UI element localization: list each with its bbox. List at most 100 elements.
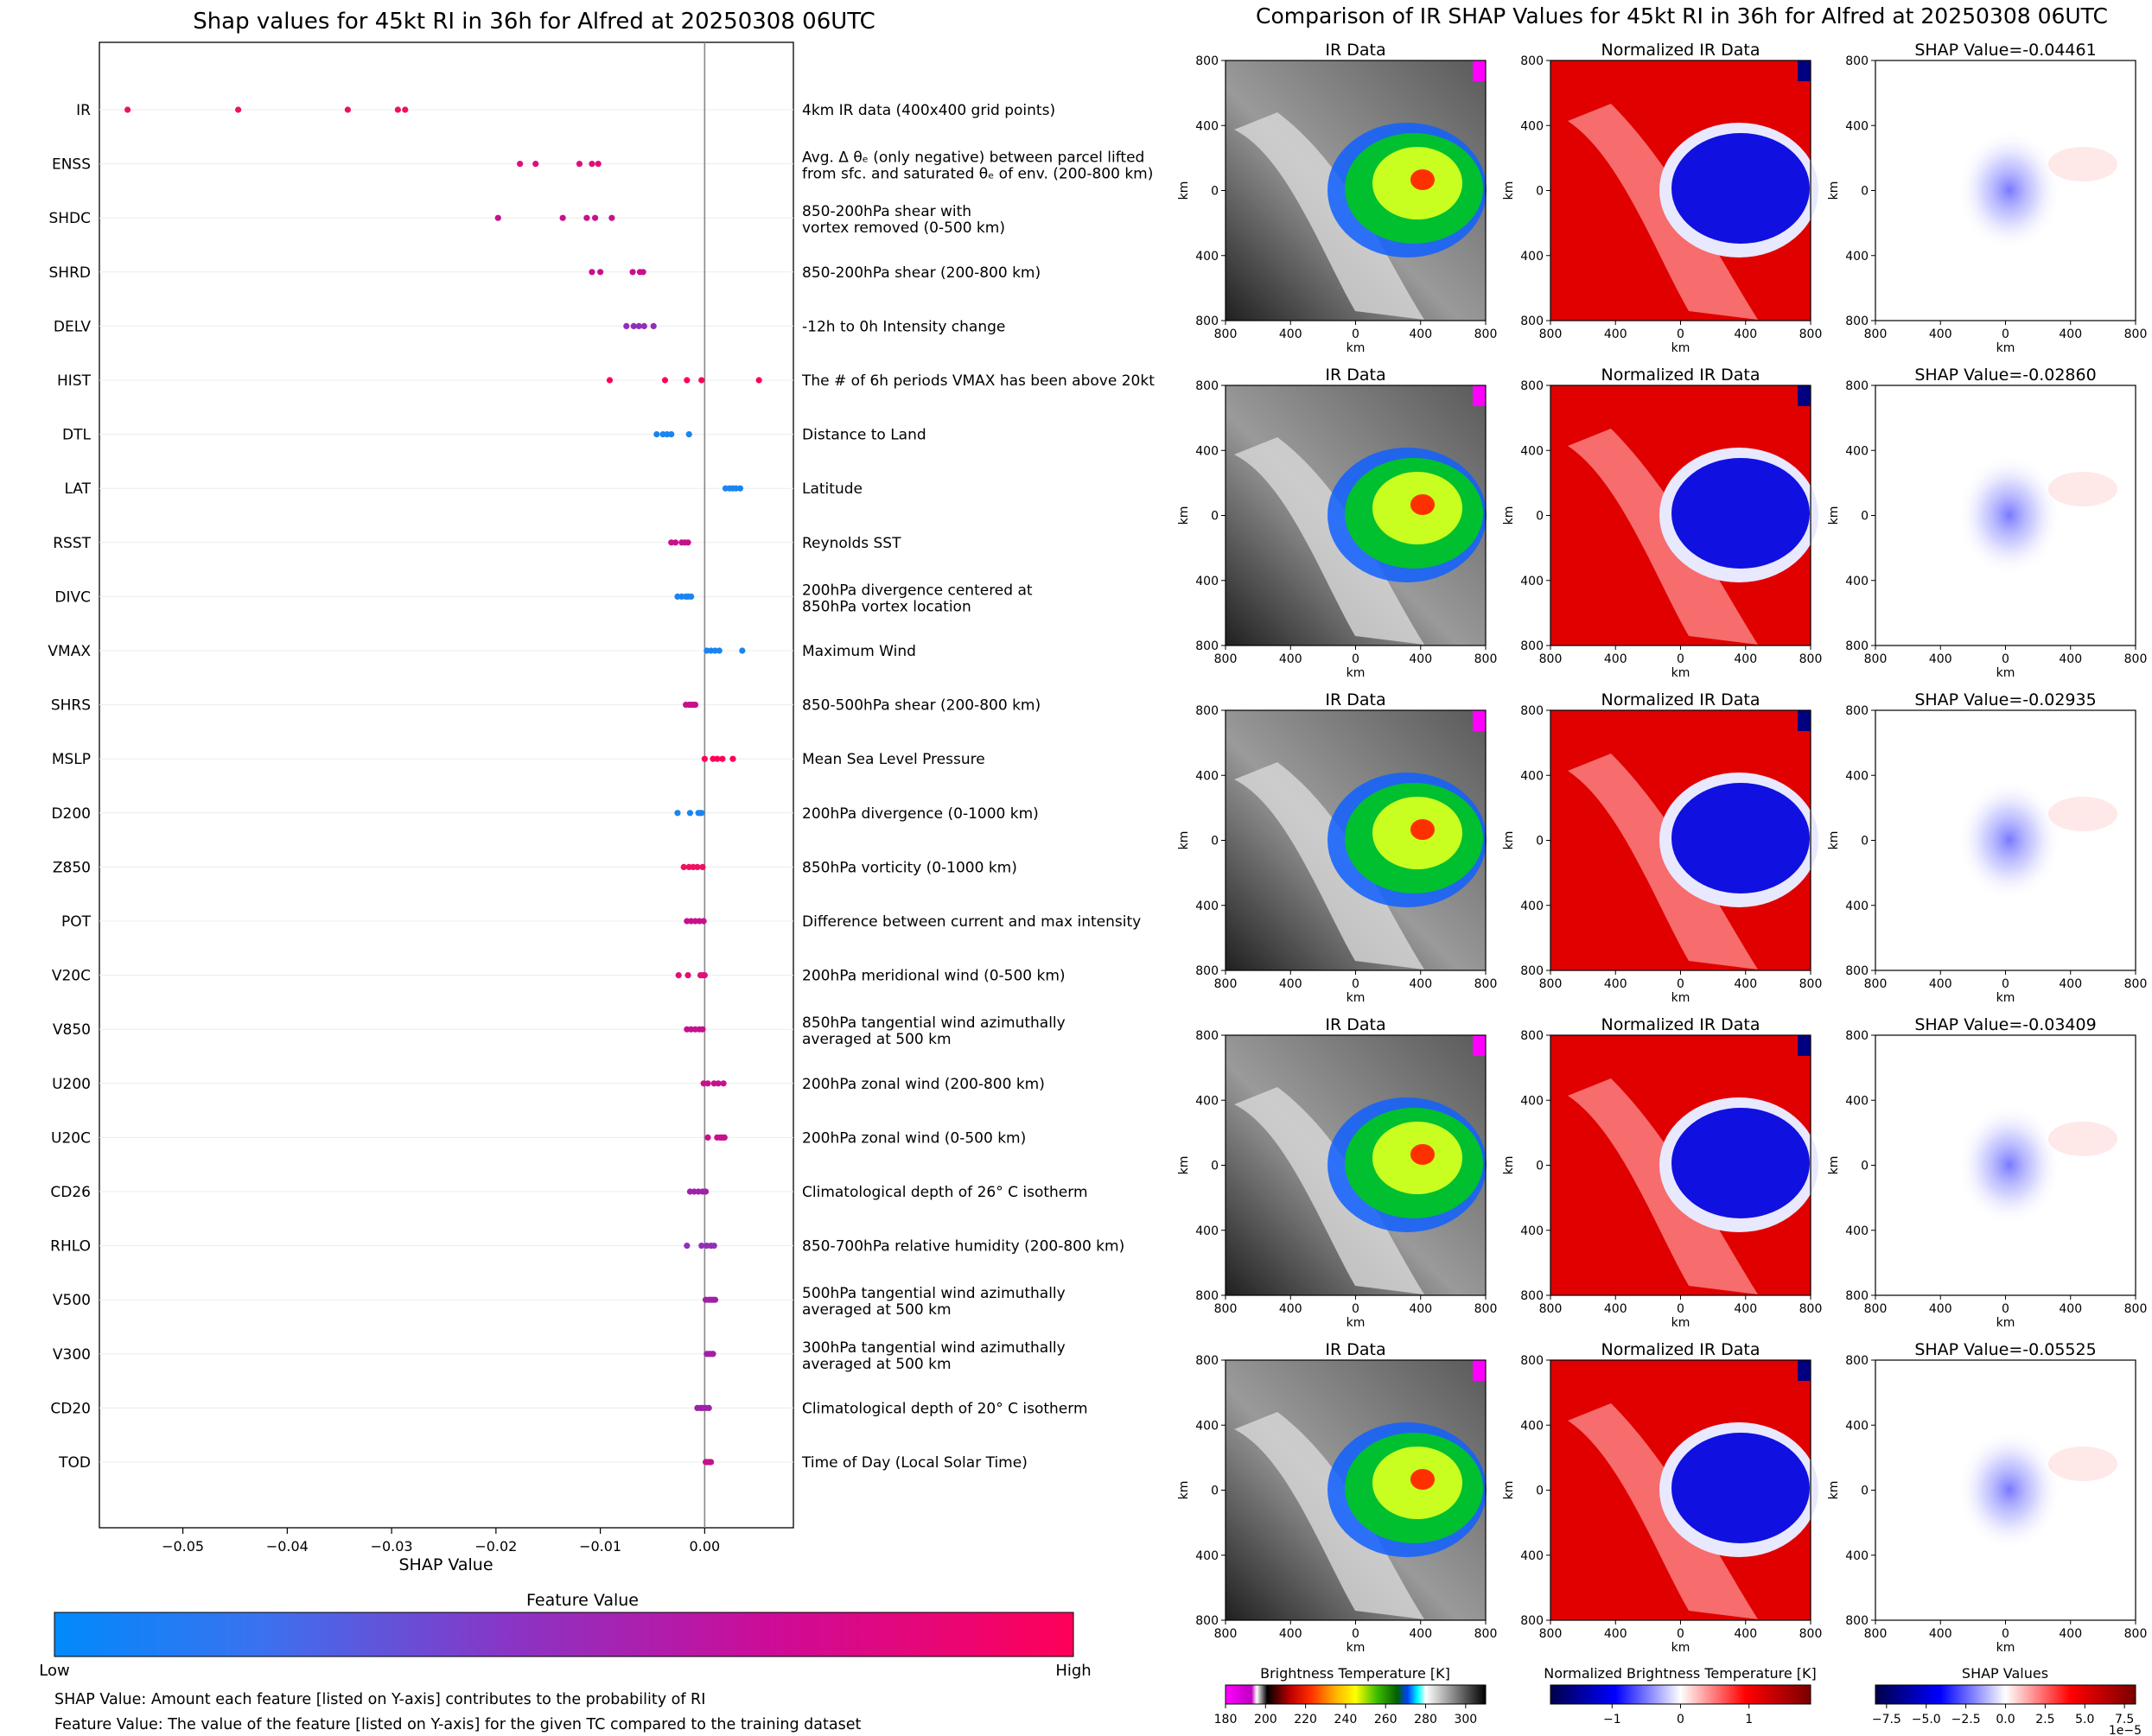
panel-y-axis-label: km: [1827, 1481, 1841, 1500]
panel-x-tick-label: 400: [1604, 1627, 1627, 1641]
shap-point-mslp: [701, 755, 708, 762]
panel-y-tick-label: 0: [1861, 185, 1869, 199]
ir-core-red: [1410, 1144, 1435, 1165]
feature-description: 4km IR data (400x400 grid points): [802, 102, 1055, 119]
shap-point-rsst: [672, 539, 679, 546]
panel-y-tick-label: 800: [1195, 1614, 1219, 1628]
panel-x-tick-label: 400: [1409, 1302, 1432, 1316]
panel-x-tick-label: 800: [1474, 327, 1498, 341]
shap-point-z850: [694, 863, 701, 871]
panel-y-tick-label: 0: [1536, 1485, 1544, 1498]
feature-description: 850-500hPa shear (200-800 km): [802, 697, 1041, 715]
shap-point-d200: [698, 810, 705, 817]
panel-y-axis-label: km: [1502, 506, 1516, 525]
shap-point-rhlo: [710, 1243, 717, 1250]
panel-x-tick-label: 800: [2124, 652, 2148, 666]
panel-y-tick-label: 400: [1520, 250, 1544, 264]
norm-band: [1568, 1078, 1758, 1294]
panel-y-tick-label: 400: [1520, 444, 1544, 458]
shap-gridlines: [99, 109, 793, 1463]
panel-y-tick-label: 400: [1845, 1549, 1869, 1563]
shap-plot-frame: [99, 41, 794, 1529]
panel-title: SHAP Value=-0.02860: [1914, 366, 2096, 385]
feature-description: averaged at 500 km: [802, 1301, 952, 1319]
panel-x-tick-label: 800: [1539, 652, 1563, 666]
feature-description: Latitude: [802, 480, 863, 498]
panel-y-tick-label: 800: [1845, 1354, 1869, 1368]
panel-x-tick-label: 800: [1799, 1627, 1823, 1641]
norm-band: [1568, 754, 1758, 970]
shap-point-ir: [344, 106, 351, 113]
brightness-colorbar: [1225, 1684, 1487, 1705]
colorbar-tick-label: −1: [1603, 1713, 1621, 1726]
shap-point-delv: [623, 322, 630, 329]
panel-x-tick-label: 400: [1734, 1627, 1757, 1641]
feature-description: Avg. Δ θₑ (only negative) between parcel…: [802, 149, 1144, 167]
panel-y-tick-label: 800: [1845, 964, 1869, 978]
panel-x-tick-label: 400: [2059, 652, 2082, 666]
panel-x-tick-label: 800: [1864, 327, 1888, 341]
feature-description: 200hPa zonal wind (0-500 km): [802, 1129, 1026, 1147]
panel-x-tick-label: 800: [1539, 327, 1563, 341]
feature-label-u20c: U20C: [51, 1129, 91, 1147]
ir-colorbars: Brightness Temperature [K] Normalized Br…: [1214, 1665, 2142, 1736]
feature-label-enss: ENSS: [52, 156, 91, 174]
colorbar-tick-label: 7.5: [2115, 1713, 2134, 1726]
panel-x-tick-label: 400: [1604, 327, 1627, 341]
feature-label-tod: TOD: [58, 1454, 91, 1472]
panel-y-tick-label: 400: [1845, 1224, 1869, 1238]
feature-description: Mean Sea Level Pressure: [802, 751, 985, 768]
shap-negative-blob: [1958, 1429, 2061, 1550]
panel-y-tick-label: 400: [1845, 769, 1869, 783]
panel-x-tick-label: 400: [2059, 1302, 2082, 1316]
feature-description: -12h to 0h Intensity change: [802, 318, 1005, 335]
shap-point-mslp: [729, 755, 736, 762]
panel-y-tick-label: 400: [1195, 1224, 1219, 1238]
panel-y-tick-label: 800: [1845, 1289, 1869, 1303]
panel-x-tick-label: 400: [1929, 327, 1952, 341]
panel-y-tick-label: 0: [1211, 835, 1219, 849]
shap-point-vmax: [739, 647, 746, 654]
panel-x-axis-label: km: [1996, 991, 2015, 1005]
panel-x-tick-label: 0: [1352, 652, 1359, 666]
panel-x-axis-label: km: [1347, 1641, 1366, 1655]
ir-cloud-band: [1234, 1412, 1424, 1619]
panel-y-tick-label: 400: [1195, 575, 1219, 588]
shap-point-delv: [635, 322, 642, 329]
ir-comparison-title: Comparison of IR SHAP Values for 45kt RI…: [1256, 3, 2108, 29]
shap-point-shrs: [691, 702, 699, 709]
shap-point-z850: [699, 863, 706, 871]
panel-x-tick-label: 0: [1677, 1302, 1684, 1316]
x-tick-label: 0.00: [690, 1538, 721, 1555]
shap-point-shrd: [597, 269, 604, 276]
panel-x-tick-label: 400: [2059, 327, 2082, 341]
panel-y-tick-label: 800: [1845, 315, 1869, 328]
colorbar-low-label: Low: [39, 1662, 69, 1680]
panel-y-tick-label: 800: [1520, 639, 1544, 653]
colorbar-tick-label: 0: [1677, 1713, 1684, 1726]
norm-cold-region: [1671, 1108, 1810, 1218]
feature-description: 850-200hPa shear with: [802, 203, 971, 220]
colorbar-tick-label: 180: [1214, 1713, 1238, 1726]
panel-x-tick-label: 800: [1474, 1302, 1498, 1316]
panel-x-tick-label: 800: [2124, 1302, 2148, 1316]
colorbar-tick-label: 220: [1294, 1713, 1317, 1726]
colorbar-tick-label: 300: [1454, 1713, 1477, 1726]
shap-point-shrd: [589, 269, 595, 276]
panel-y-axis-label: km: [1177, 181, 1191, 200]
panel-x-tick-label: 0: [2002, 1302, 2009, 1316]
feature-description: Difference between current and max inten…: [802, 913, 1141, 931]
shap-point-rhlo: [698, 1243, 705, 1250]
feature-label-cd26: CD26: [50, 1184, 91, 1201]
shap-point-v20c: [701, 972, 708, 979]
shap-point-delv: [640, 322, 647, 329]
panel-y-axis-label: km: [1827, 506, 1841, 525]
panel-y-tick-label: 800: [1195, 315, 1219, 328]
shap-point-shdc: [583, 214, 590, 221]
panel-x-tick-label: 400: [1734, 977, 1757, 991]
panel-x-tick-label: 0: [1352, 977, 1359, 991]
shap-colorbar-title: SHAP Values: [1962, 1665, 2048, 1682]
ir-cloud-band: [1234, 112, 1424, 320]
